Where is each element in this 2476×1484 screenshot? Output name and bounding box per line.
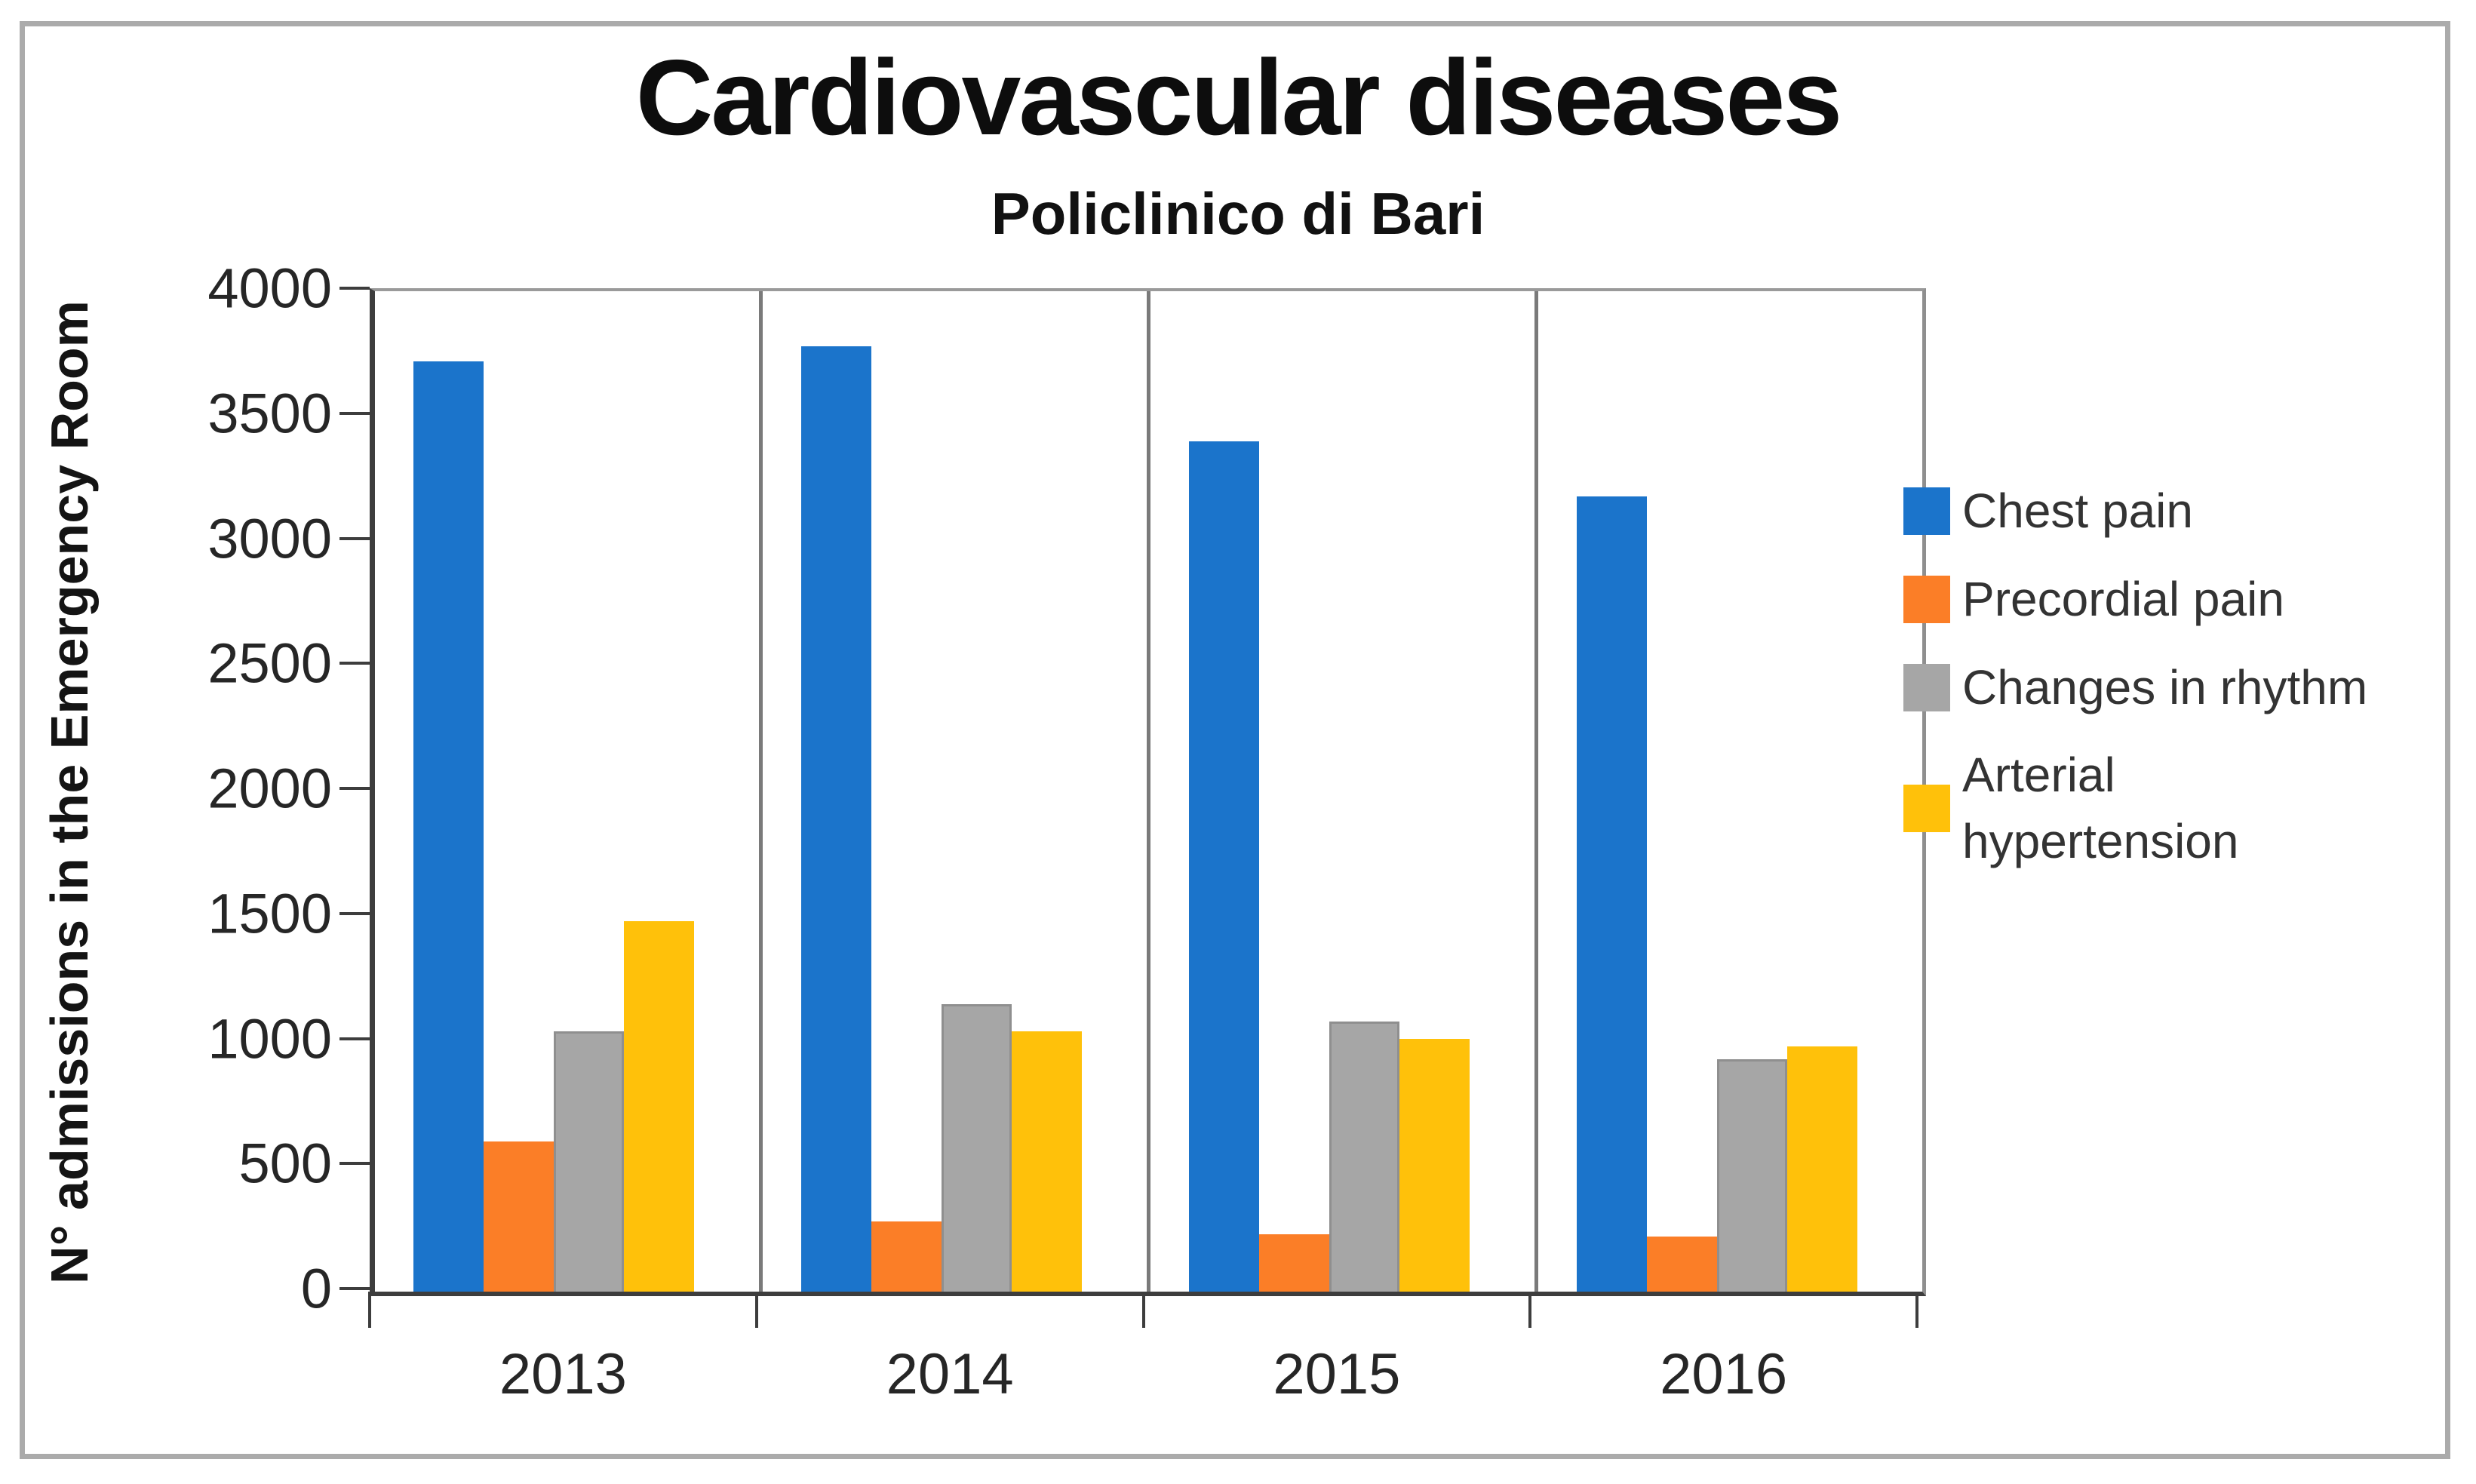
y-tick-mark-3500: [339, 411, 370, 415]
legend-label: Arterial hypertension: [1962, 748, 2239, 868]
bar-group-2013: [375, 291, 759, 1292]
legend-item-changes-in-rhythm: Changes in rhythm: [1903, 653, 2431, 721]
x-label-2014: 2014: [886, 1342, 1014, 1406]
y-tick-label-4000: 4000: [207, 257, 332, 320]
bar-chest-pain-2016: [1577, 496, 1648, 1292]
x-tick-mark-4: [1915, 1292, 1918, 1328]
bar-chest-pain-2014: [801, 346, 872, 1292]
bar-arterial-hypertension-2016: [1787, 1046, 1857, 1292]
panel-2014: [763, 291, 1150, 1292]
bar-precordial-pain-2016: [1647, 1237, 1718, 1292]
bar-group-2015: [1150, 291, 1534, 1292]
y-tick-label-1000: 1000: [207, 1007, 332, 1070]
y-tick-mark-3000: [339, 536, 370, 540]
panel-2015: [1150, 291, 1538, 1292]
y-axis-title: N° admissions in the Emergency Room: [40, 300, 99, 1284]
legend-swatch-icon: [1903, 487, 1950, 535]
y-tick-mark-1500: [339, 911, 370, 915]
panel-2013: [375, 291, 763, 1292]
bar-changes-in-rhythm-2016: [1717, 1058, 1788, 1292]
legend-label: Changes in rhythm: [1962, 660, 2368, 714]
y-tick-label-0: 0: [300, 1257, 332, 1320]
bar-chest-pain-2013: [413, 361, 484, 1292]
y-tick-mark-4000: [339, 287, 370, 290]
x-tick-mark-2: [1141, 1292, 1145, 1328]
x-tick-mark-0: [368, 1292, 371, 1328]
bar-precordial-pain-2013: [484, 1141, 554, 1292]
chart-title: Cardiovascular diseases: [635, 38, 1843, 158]
bar-changes-in-rhythm-2013: [554, 1031, 625, 1292]
legend-item-arterial-hypertension: Arterial hypertension: [1903, 742, 2431, 874]
x-tick-mark-3: [1528, 1292, 1532, 1328]
y-tick-mark-1000: [339, 1037, 370, 1040]
bar-changes-in-rhythm-2015: [1329, 1021, 1400, 1292]
bar-precordial-pain-2014: [871, 1221, 942, 1292]
x-label-2016: 2016: [1660, 1342, 1788, 1406]
bar-group-2016: [1538, 291, 1922, 1292]
legend-swatch-icon: [1903, 575, 1950, 623]
y-tick-label-500: 500: [238, 1132, 332, 1195]
y-tick-mark-500: [339, 1162, 370, 1166]
chart-subtitle: Policlinico di Bari: [991, 180, 1485, 247]
bar-precordial-pain-2015: [1259, 1234, 1330, 1292]
y-tick-label-2000: 2000: [207, 757, 332, 820]
legend-label: Precordial pain: [1962, 572, 2284, 626]
legend: Chest pain Precordial pain Changes in rhyt…: [1903, 477, 2431, 895]
bar-changes-in-rhythm-2014: [942, 1003, 1012, 1292]
x-tick-mark-1: [754, 1292, 758, 1328]
panel-2016: [1538, 291, 1922, 1292]
y-tick-label-2500: 2500: [207, 631, 332, 695]
bar-arterial-hypertension-2015: [1399, 1039, 1470, 1292]
y-tick-label-1500: 1500: [207, 882, 332, 945]
plot-area: [370, 288, 1926, 1296]
bar-group-2014: [763, 291, 1147, 1292]
legend-swatch-icon: [1903, 663, 1950, 711]
y-tick-label-3000: 3000: [207, 507, 332, 570]
y-tick-mark-2500: [339, 662, 370, 665]
bar-chest-pain-2015: [1189, 441, 1260, 1292]
legend-item-precordial-pain: Precordial pain: [1903, 565, 2431, 633]
y-tick-label-3500: 3500: [207, 382, 332, 445]
bar-arterial-hypertension-2013: [624, 921, 694, 1292]
bar-arterial-hypertension-2014: [1012, 1031, 1082, 1292]
y-tick-mark-2000: [339, 787, 370, 790]
legend-item-chest-pain: Chest pain: [1903, 477, 2431, 545]
y-tick-mark-0: [339, 1287, 370, 1290]
x-label-2015: 2015: [1273, 1342, 1401, 1406]
x-label-2013: 2013: [499, 1342, 627, 1406]
legend-label: Chest pain: [1962, 484, 2193, 538]
legend-swatch-icon: [1903, 784, 1950, 832]
